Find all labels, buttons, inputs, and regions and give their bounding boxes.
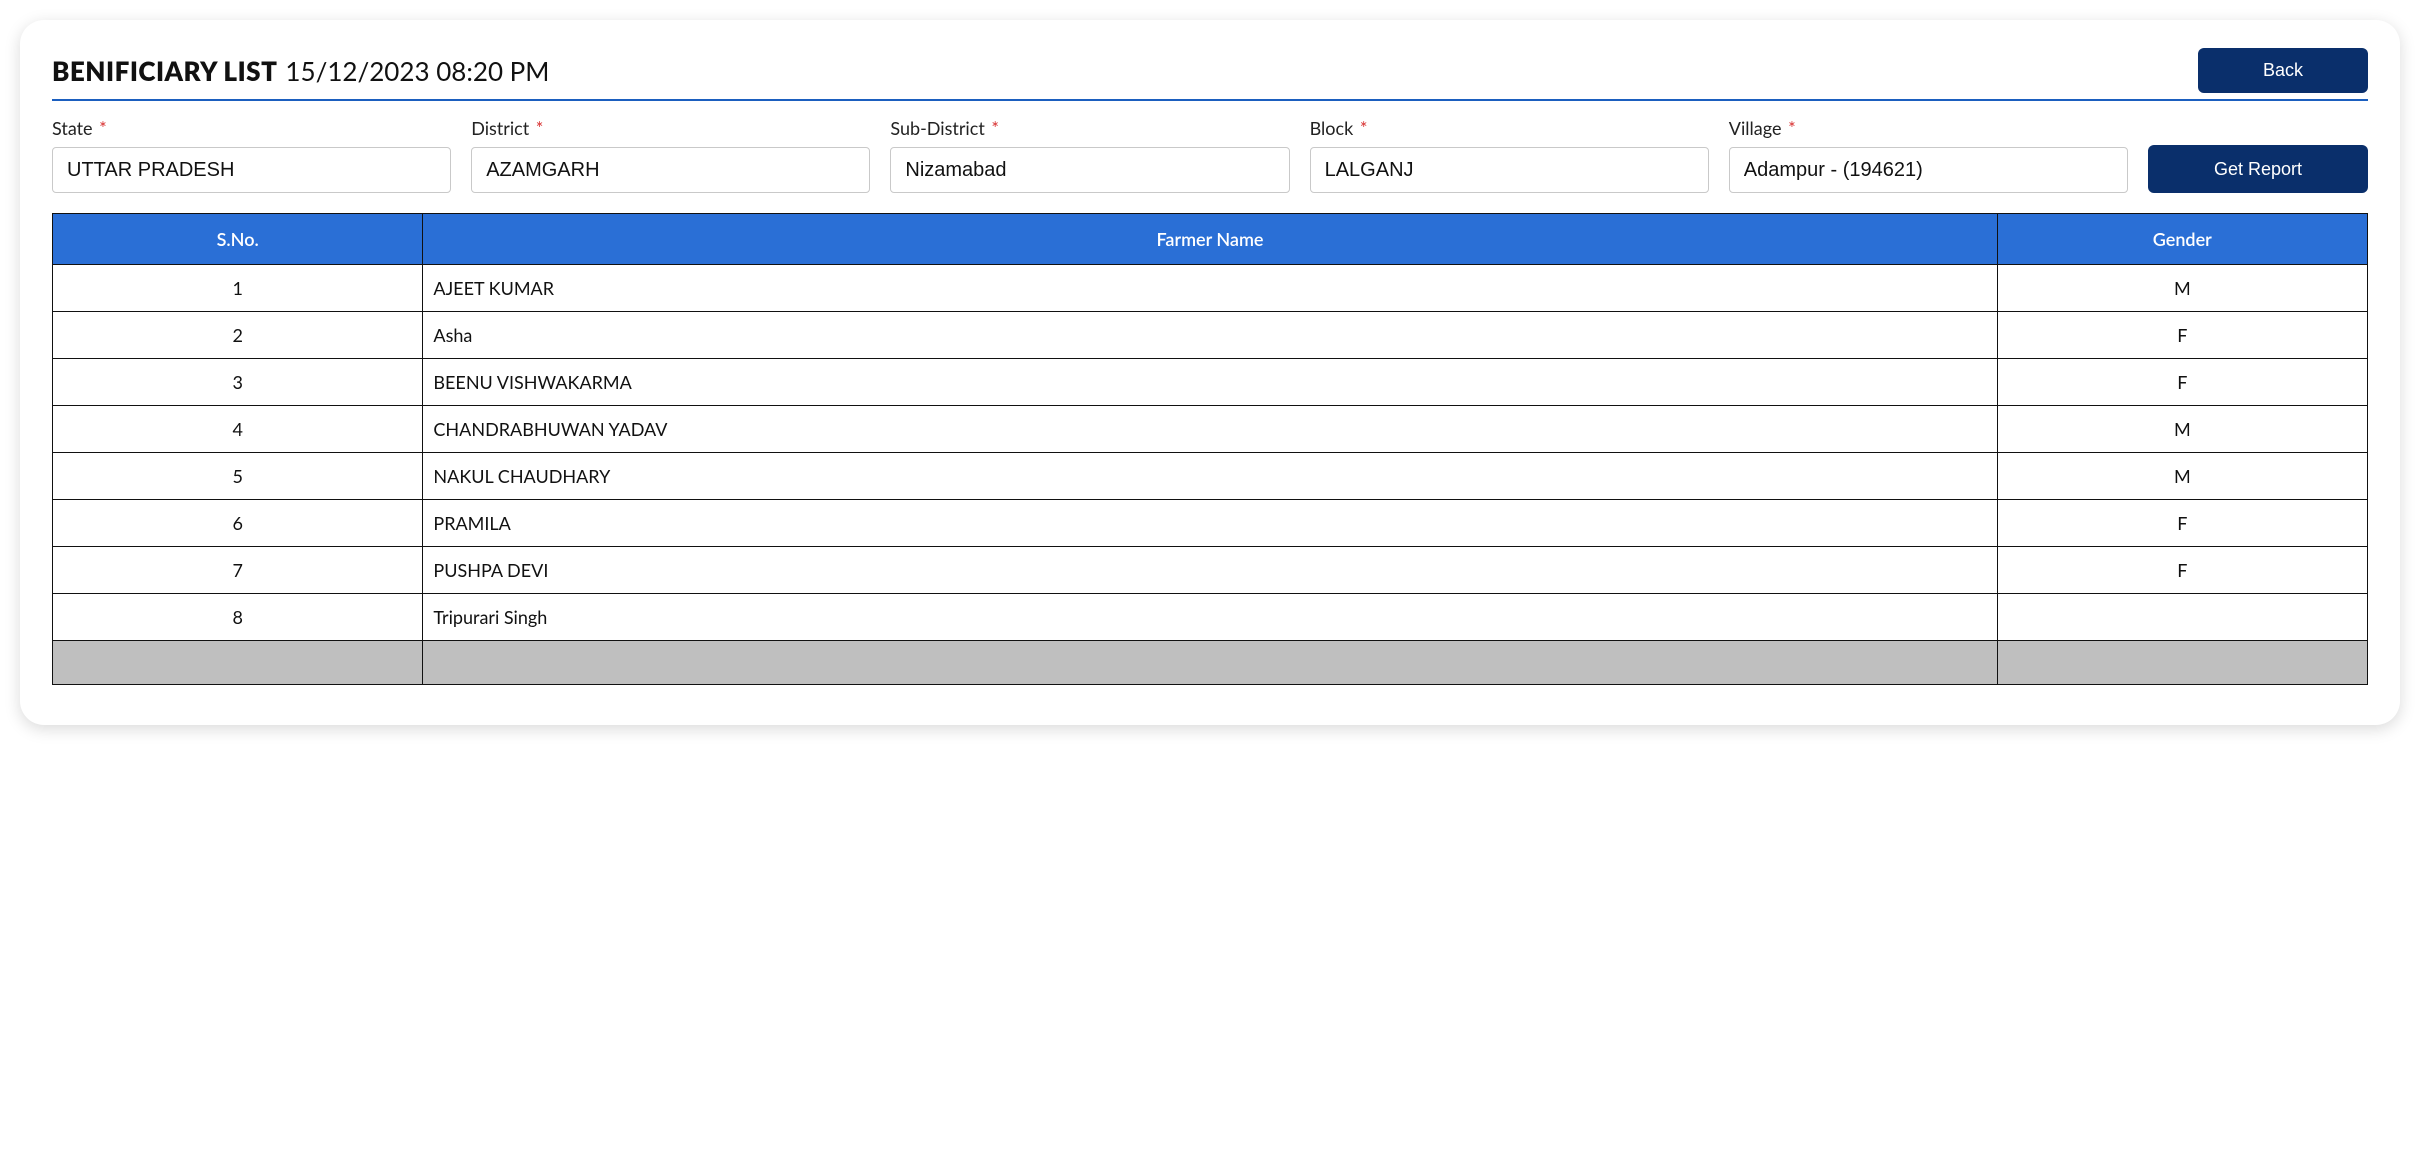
state-label: State *	[52, 117, 451, 139]
required-marker: *	[1360, 117, 1368, 139]
back-button[interactable]: Back	[2198, 48, 2368, 93]
table-row: 2 Asha F	[53, 312, 2368, 359]
cell-sno: 4	[53, 406, 423, 453]
cell-sno: 3	[53, 359, 423, 406]
state-input[interactable]	[52, 147, 451, 193]
block-field: Block *	[1310, 117, 1709, 193]
cell-name: PRAMILA	[423, 500, 1997, 547]
cell-name: CHANDRABHUWAN YADAV	[423, 406, 1997, 453]
required-marker: *	[99, 117, 107, 139]
sub-district-field: Sub-District *	[890, 117, 1289, 193]
table-header-row: S.No. Farmer Name Gender	[53, 214, 2368, 265]
block-label-text: Block	[1310, 117, 1354, 139]
block-input[interactable]	[1310, 147, 1709, 193]
sub-district-label: Sub-District *	[890, 117, 1289, 139]
cell-sno: 2	[53, 312, 423, 359]
cell-name: Asha	[423, 312, 1997, 359]
table-row: 5 NAKUL CHAUDHARY M	[53, 453, 2368, 500]
filters-row: State * District * Sub-District * Block …	[52, 117, 2368, 193]
table-row: 3 BEENU VISHWAKARMA F	[53, 359, 2368, 406]
cell-sno: 8	[53, 594, 423, 641]
cell-sno: 1	[53, 265, 423, 312]
page-title: BENIFICIARY LIST 15/12/2023 08:20 PM	[52, 55, 549, 87]
cell-gender: F	[1997, 359, 2367, 406]
required-marker: *	[1788, 117, 1796, 139]
get-report-button[interactable]: Get Report	[2148, 145, 2368, 193]
required-marker: *	[991, 117, 999, 139]
district-label: District *	[471, 117, 870, 139]
cell-gender: F	[1997, 547, 2367, 594]
village-field: Village *	[1729, 117, 2128, 193]
table-footer-row	[53, 641, 2368, 685]
table-row: 1 AJEET KUMAR M	[53, 265, 2368, 312]
beneficiary-list-card: BENIFICIARY LIST 15/12/2023 08:20 PM Bac…	[20, 20, 2400, 725]
state-label-text: State	[52, 117, 93, 139]
footer-cell	[1997, 641, 2367, 685]
cell-sno: 5	[53, 453, 423, 500]
village-label: Village *	[1729, 117, 2128, 139]
cell-name: AJEET KUMAR	[423, 265, 1997, 312]
district-input[interactable]	[471, 147, 870, 193]
cell-gender: M	[1997, 406, 2367, 453]
cell-name: Tripurari Singh	[423, 594, 1997, 641]
cell-gender	[1997, 594, 2367, 641]
col-header-name: Farmer Name	[423, 214, 1997, 265]
table-row: 8 Tripurari Singh	[53, 594, 2368, 641]
cell-gender: F	[1997, 500, 2367, 547]
table-row: 6 PRAMILA F	[53, 500, 2368, 547]
col-header-sno: S.No.	[53, 214, 423, 265]
district-field: District *	[471, 117, 870, 193]
footer-cell	[423, 641, 1997, 685]
cell-name: PUSHPA DEVI	[423, 547, 1997, 594]
district-label-text: District	[471, 117, 529, 139]
village-label-text: Village	[1729, 117, 1782, 139]
beneficiary-table: S.No. Farmer Name Gender 1 AJEET KUMAR M…	[52, 213, 2368, 685]
table-row: 4 CHANDRABHUWAN YADAV M	[53, 406, 2368, 453]
cell-gender: F	[1997, 312, 2367, 359]
cell-name: BEENU VISHWAKARMA	[423, 359, 1997, 406]
footer-cell	[53, 641, 423, 685]
state-field: State *	[52, 117, 451, 193]
cell-sno: 6	[53, 500, 423, 547]
sub-district-input[interactable]	[890, 147, 1289, 193]
table-row: 7 PUSHPA DEVI F	[53, 547, 2368, 594]
cell-gender: M	[1997, 453, 2367, 500]
village-input[interactable]	[1729, 147, 2128, 193]
cell-sno: 7	[53, 547, 423, 594]
table-body: 1 AJEET KUMAR M 2 Asha F 3 BEENU VISHWAK…	[53, 265, 2368, 685]
sub-district-label-text: Sub-District	[890, 117, 984, 139]
col-header-gender: Gender	[1997, 214, 2367, 265]
cell-gender: M	[1997, 265, 2367, 312]
title-text: BENIFICIARY LIST	[52, 55, 277, 87]
title-datetime: 15/12/2023 08:20 PM	[285, 55, 549, 87]
required-marker: *	[536, 117, 544, 139]
header-row: BENIFICIARY LIST 15/12/2023 08:20 PM Bac…	[52, 48, 2368, 101]
cell-name: NAKUL CHAUDHARY	[423, 453, 1997, 500]
block-label: Block *	[1310, 117, 1709, 139]
